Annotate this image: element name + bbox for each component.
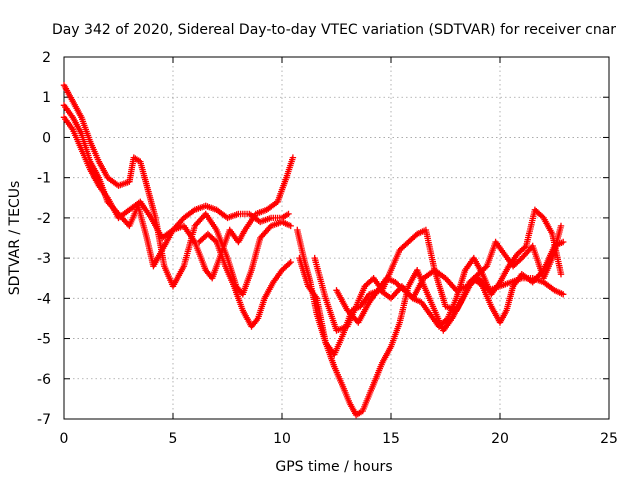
x-tick-label: 5	[169, 431, 178, 447]
series-markers	[333, 206, 565, 330]
y-axis-label: SDTVAR / TECUs	[7, 181, 23, 296]
y-tick-label: -3	[37, 251, 51, 267]
x-axis-label: GPS time / hours	[275, 459, 392, 475]
x-tick-label: 15	[382, 431, 400, 447]
series-arc-2	[60, 82, 294, 298]
chart-title: Day 342 of 2020, Sidereal Day-to-day VTE…	[52, 22, 616, 38]
grid-lines	[64, 57, 609, 419]
y-tick-label: 0	[42, 130, 51, 146]
series-arc-7	[311, 226, 567, 334]
y-tick-label: -2	[37, 211, 51, 227]
series-markers	[60, 82, 294, 298]
data-series-group	[60, 82, 567, 419]
x-tick-label: 10	[273, 431, 291, 447]
x-tick-label: 20	[491, 431, 509, 447]
y-tick-label: -5	[37, 332, 51, 348]
series-markers	[196, 230, 294, 330]
y-tick-label: 2	[42, 50, 51, 66]
plot-frame	[63, 56, 610, 420]
y-tick-label: -4	[37, 291, 51, 307]
x-tick-label: 25	[600, 431, 618, 447]
series-markers	[311, 226, 567, 334]
series-arc-4	[196, 230, 294, 330]
y-tick-label: -6	[37, 372, 51, 388]
y-tick-label: 1	[42, 90, 51, 106]
y-tick-label: -1	[37, 171, 51, 187]
x-tick-label: 0	[60, 431, 69, 447]
series-arc-8	[333, 206, 565, 330]
y-tick-label: -7	[37, 412, 51, 428]
